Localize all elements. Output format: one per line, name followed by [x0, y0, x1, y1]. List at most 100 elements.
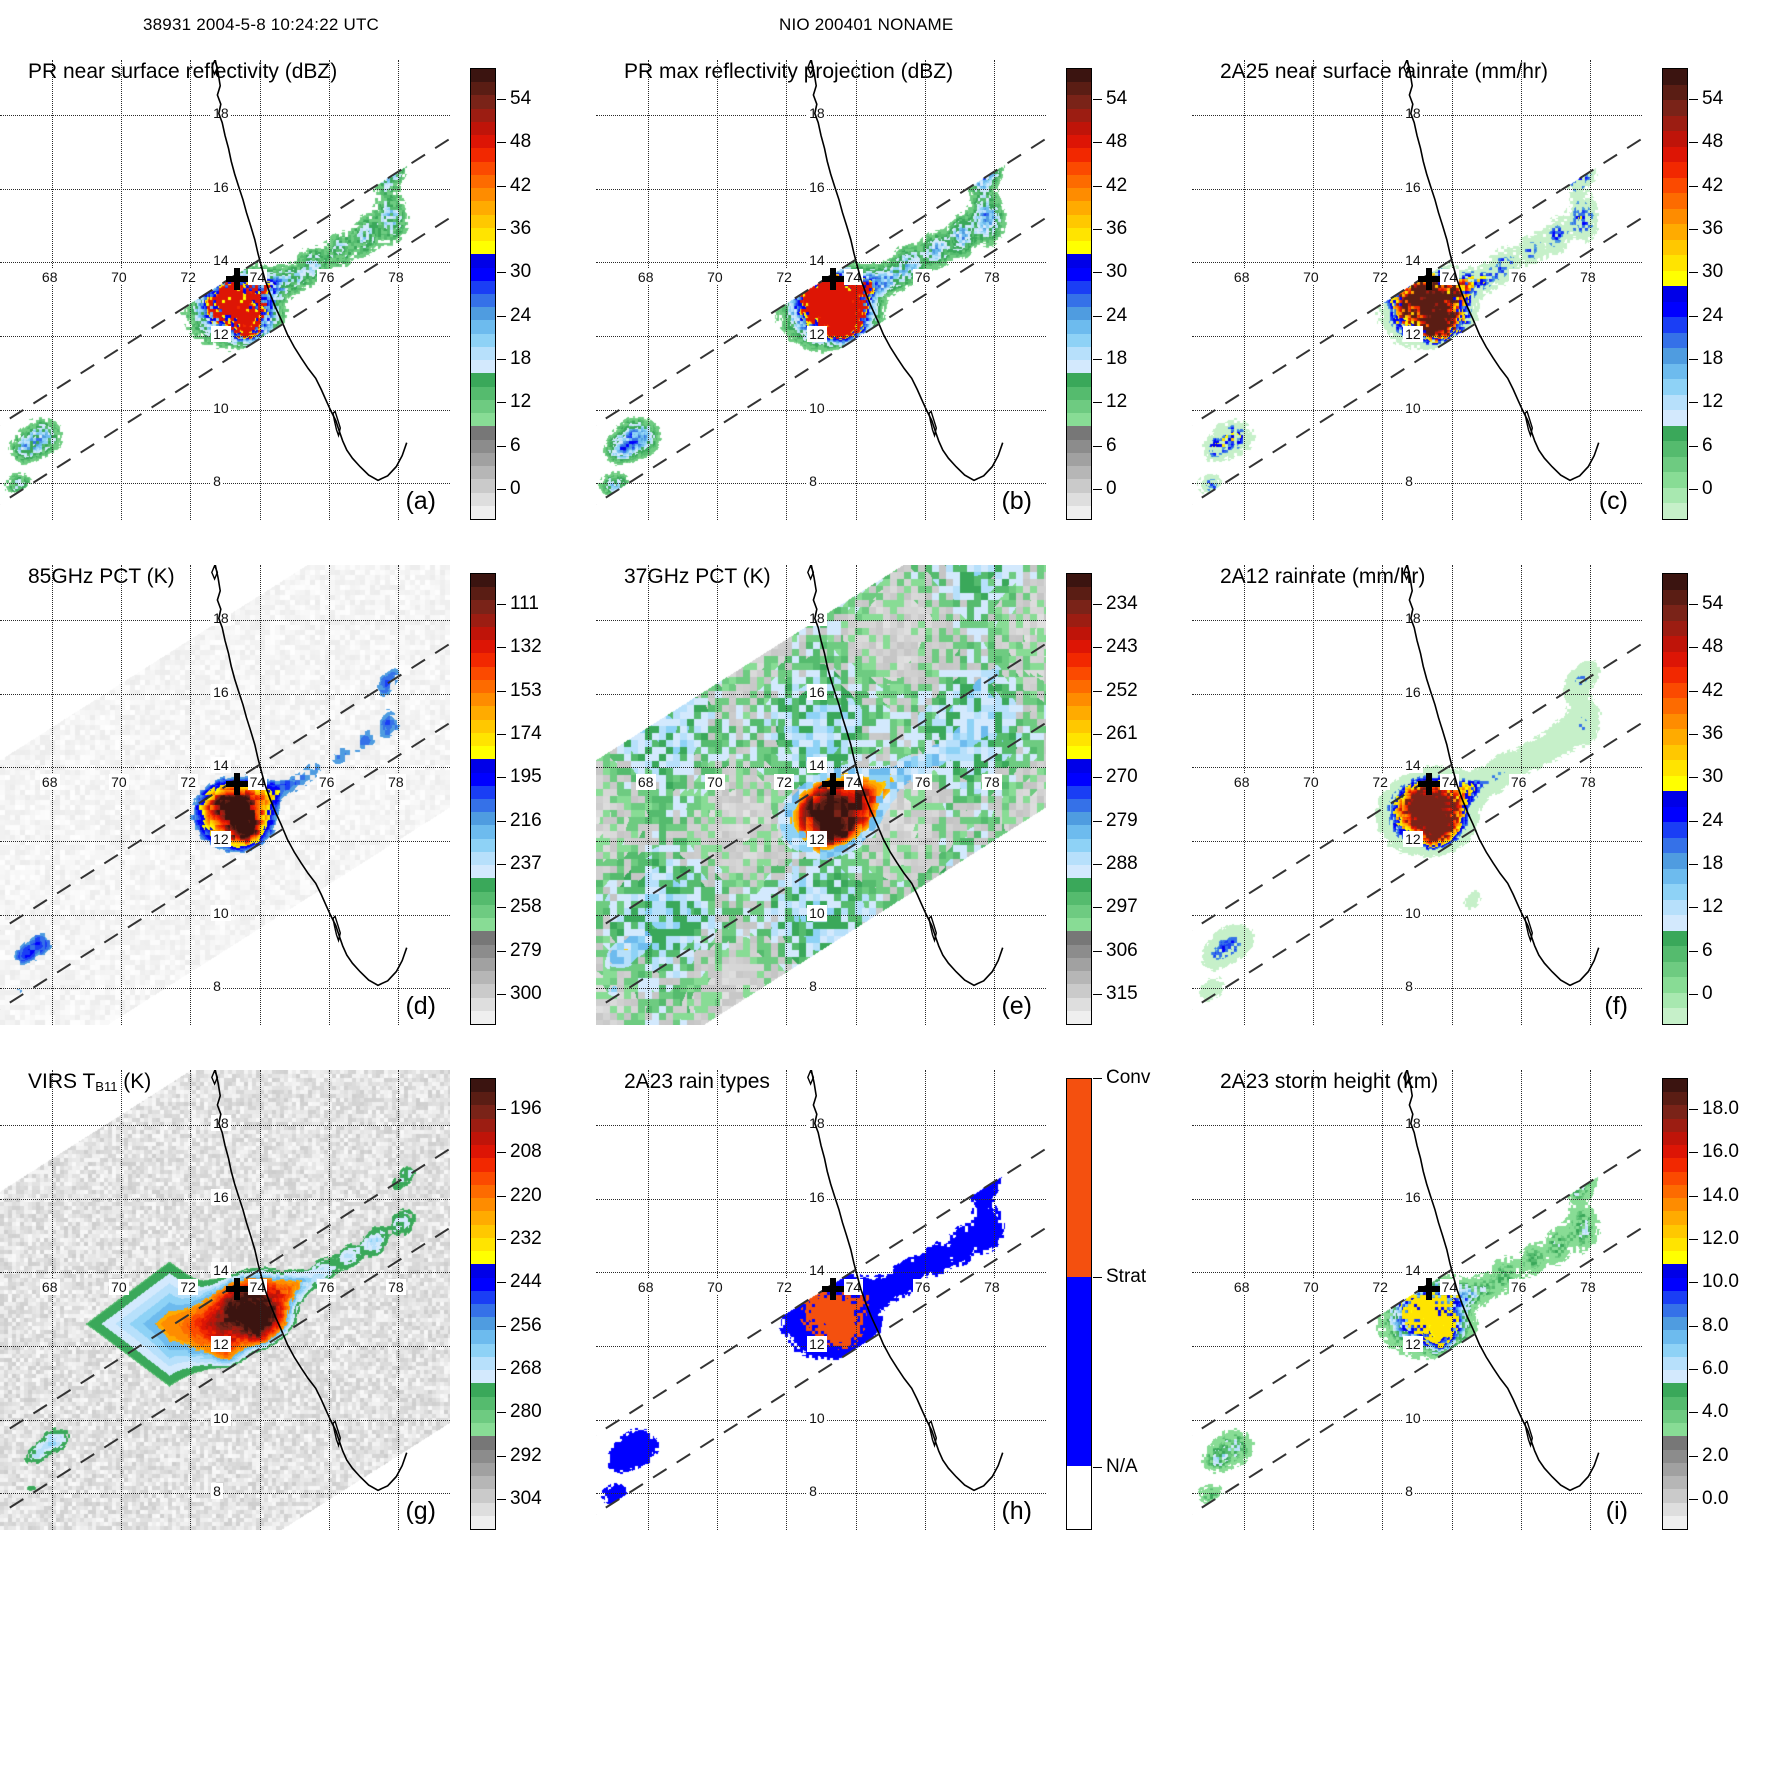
swath-edge — [596, 642, 1046, 931]
colorbar-swatch — [1067, 360, 1091, 374]
colorbar-swatch — [1067, 254, 1091, 268]
lat-tick-label: 16 — [807, 683, 827, 700]
lat-tick-label: 10 — [1403, 904, 1423, 921]
header-overpass-id: 38931 2004-5-8 10:24:22 UTC — [143, 15, 380, 34]
colorbar-tick-mark — [1689, 98, 1698, 100]
gridline-lon — [647, 565, 649, 1025]
gridline-lat — [1192, 988, 1642, 990]
map-d[interactable]: 68 70 72 74 76 78 8 10 12 14 16 18 (d) — [0, 565, 450, 1025]
colorbar-swatch — [471, 346, 495, 361]
colorbar-tick-mark — [1093, 228, 1102, 230]
colorbar-swatch — [1663, 868, 1687, 885]
colorbar-swatch — [471, 201, 495, 215]
colorbar-swatch — [1067, 971, 1091, 985]
colorbar-swatch — [471, 1251, 495, 1265]
map-c[interactable]: 68 70 72 74 76 78 8 10 12 14 16 18 (c) — [1192, 60, 1642, 520]
gridline-lon — [190, 60, 192, 520]
panel-title-subscript: B11 — [95, 1079, 118, 1094]
colorbar-swatch — [1067, 865, 1091, 879]
colorbar-swatch — [1067, 931, 1091, 945]
lat-tick-label: 12 — [807, 831, 827, 847]
gridline-lon — [786, 565, 788, 1025]
lat-tick-label: 16 — [211, 1188, 231, 1205]
map-a[interactable]: 68 70 72 74 76 78 8 10 12 14 16 18 (a) — [0, 60, 450, 520]
colorbar-segment-strat — [1067, 1277, 1091, 1466]
colorbar-swatch — [471, 1489, 495, 1503]
lon-tick-label: 70 — [109, 1278, 129, 1295]
colorbar-tick-label: 24 — [1702, 304, 1724, 326]
colorbar-swatch — [1663, 1370, 1687, 1384]
colorbar-tick-mark — [1689, 1369, 1698, 1371]
lon-tick-label: 68 — [1231, 1278, 1252, 1295]
map-g[interactable]: 68 70 72 74 76 78 8 10 12 14 16 18 (g) — [0, 1070, 450, 1530]
colorbar-swatch — [1663, 394, 1687, 411]
lat-tick-label: 12 — [807, 1336, 827, 1352]
colorbar-tick-mark — [1689, 1499, 1698, 1501]
map-h[interactable]: 68 70 72 74 76 78 8 10 12 14 16 18 (h) — [596, 1070, 1046, 1530]
colorbar-tick-mark — [497, 733, 506, 735]
lat-tick-label: 10 — [211, 399, 231, 416]
panel-label-d: (d) — [405, 992, 436, 1020]
colorbar-swatch — [1663, 100, 1687, 116]
colorbar-swatch — [1067, 413, 1091, 427]
colorbar-tick-label: 297 — [1106, 896, 1138, 918]
lat-tick-label: 18 — [1403, 610, 1423, 627]
gridline-lon — [1243, 1070, 1245, 1530]
colorbar-swatch — [1663, 1409, 1687, 1424]
lat-tick-label: 8 — [807, 1483, 819, 1500]
lon-tick-label: 72 — [774, 268, 794, 285]
lat-tick-label: 14 — [807, 757, 827, 774]
gridline-lon — [121, 60, 123, 520]
colorbar-swatch — [1067, 600, 1091, 614]
colorbar-tick-label: 54 — [510, 87, 532, 109]
colorbar-tick-label: 54 — [1702, 87, 1724, 109]
lat-tick-label: 16 — [1403, 1188, 1423, 1205]
gridline-lon — [51, 565, 53, 1025]
colorbar-tick-mark — [1689, 647, 1698, 649]
map-e[interactable]: 68 70 72 74 76 78 8 10 12 14 16 18 (e) — [596, 565, 1046, 1025]
colorbar-tick-label: 42 — [510, 174, 532, 196]
gridline-lat — [596, 1493, 1046, 1495]
colorbar-tick-label: 18 — [1702, 348, 1724, 370]
swath-edge — [1192, 1226, 1642, 1516]
colorbar-swatch — [1663, 636, 1687, 652]
lat-tick-label: 14 — [807, 1262, 827, 1279]
colorbar-swatch — [471, 333, 495, 347]
panel-label-e: (e) — [1001, 992, 1032, 1020]
colorbar-tick-mark — [1689, 1412, 1698, 1414]
colorbar-swatch — [1663, 1224, 1687, 1238]
colorbar-tick-mark — [1093, 690, 1102, 692]
colorbar-swatch — [1067, 135, 1091, 149]
colorbar-tick-label: 234 — [1106, 592, 1138, 614]
lat-tick-label: 10 — [211, 904, 231, 921]
colorbar-tick-label: 258 — [510, 896, 542, 918]
lat-tick-label: 12 — [807, 326, 827, 342]
swath-edge — [1192, 642, 1642, 931]
lat-tick-label: 10 — [1403, 399, 1423, 416]
colorbar-tick-label: 30 — [1106, 261, 1128, 283]
colorbar-swatch — [1067, 666, 1091, 680]
colorbar-swatch — [1663, 348, 1687, 364]
panel-title-h: 2A23 rain types — [624, 1070, 770, 1093]
lat-tick-label: 16 — [807, 1188, 827, 1205]
gridline-lon — [717, 60, 719, 520]
map-f[interactable]: 68 70 72 74 76 78 8 10 12 14 16 18 (f) — [1192, 565, 1642, 1025]
colorbar-tick-label: 54 — [1106, 87, 1128, 109]
colorbar-tick-mark — [1689, 1238, 1698, 1240]
lon-tick-label: 78 — [982, 1278, 1002, 1295]
gridline-lon — [1590, 60, 1592, 520]
map-b[interactable]: 68 70 72 74 76 78 8 10 12 14 16 18 (b) — [596, 60, 1046, 520]
lat-tick-label: 16 — [211, 178, 231, 195]
colorbar-swatch — [1067, 386, 1091, 400]
colorbar-tick-mark — [1689, 690, 1698, 692]
colorbar-swatch — [1663, 806, 1687, 823]
colorbar-swatch — [1067, 587, 1091, 601]
gridline-lat — [596, 988, 1046, 990]
colorbar-swatch — [471, 957, 495, 972]
map-i[interactable]: 68 70 72 74 76 78 8 10 12 14 16 18 (i) — [1192, 1070, 1642, 1530]
colorbar-swatch — [471, 1158, 495, 1172]
colorbar-tick-label: 0 — [510, 478, 521, 500]
colorbar-swatch — [471, 1092, 495, 1106]
colorbar-swatch — [1663, 651, 1687, 668]
